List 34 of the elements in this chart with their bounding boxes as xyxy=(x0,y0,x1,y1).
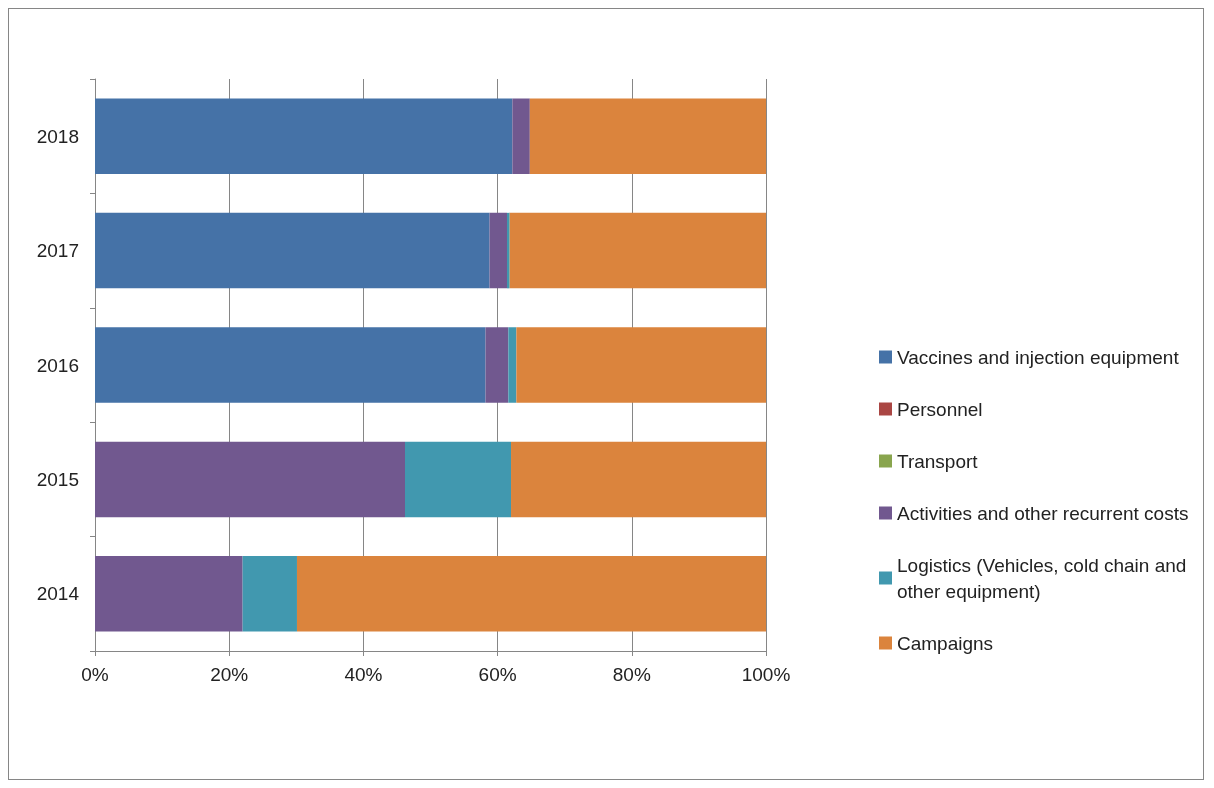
y-tick-label: 2014 xyxy=(36,583,80,605)
x-tick-label: 100% xyxy=(741,664,791,685)
y-tick-label: 2015 xyxy=(36,468,79,490)
legend-label: Logistics (Vehicles, cold chain and other equipment) xyxy=(897,554,1192,602)
x-tick-label: 80% xyxy=(612,664,651,685)
x-tick-label: 60% xyxy=(478,664,517,685)
bar xyxy=(511,441,766,518)
bar xyxy=(296,556,766,632)
bar xyxy=(405,441,512,518)
x-tick-label: 0% xyxy=(81,664,109,685)
bar xyxy=(516,327,766,403)
x-tick-label: 40% xyxy=(344,664,383,685)
legend-label: Activities and other recurrent costs xyxy=(897,502,1189,524)
bar xyxy=(512,98,530,174)
legend-label: Transport xyxy=(897,450,979,472)
legend-label: Campaigns xyxy=(897,632,994,654)
bar xyxy=(506,212,510,289)
y-tick-label: 2016 xyxy=(36,354,79,376)
bar xyxy=(95,212,490,289)
bar xyxy=(529,98,766,174)
bar xyxy=(242,556,297,632)
bar xyxy=(508,327,517,403)
bar xyxy=(489,212,507,289)
bar xyxy=(95,98,513,174)
y-tick-label: 2018 xyxy=(36,125,79,147)
bar xyxy=(485,327,509,403)
legend-label: Vaccines and injection equipment xyxy=(897,346,1180,368)
y-tick-label: 2017 xyxy=(36,240,79,262)
bar xyxy=(95,441,405,518)
bar xyxy=(509,212,766,289)
legend-label: Personnel xyxy=(897,398,983,420)
bar xyxy=(95,327,486,403)
bar xyxy=(95,556,243,632)
x-tick-label: 20% xyxy=(210,664,249,685)
